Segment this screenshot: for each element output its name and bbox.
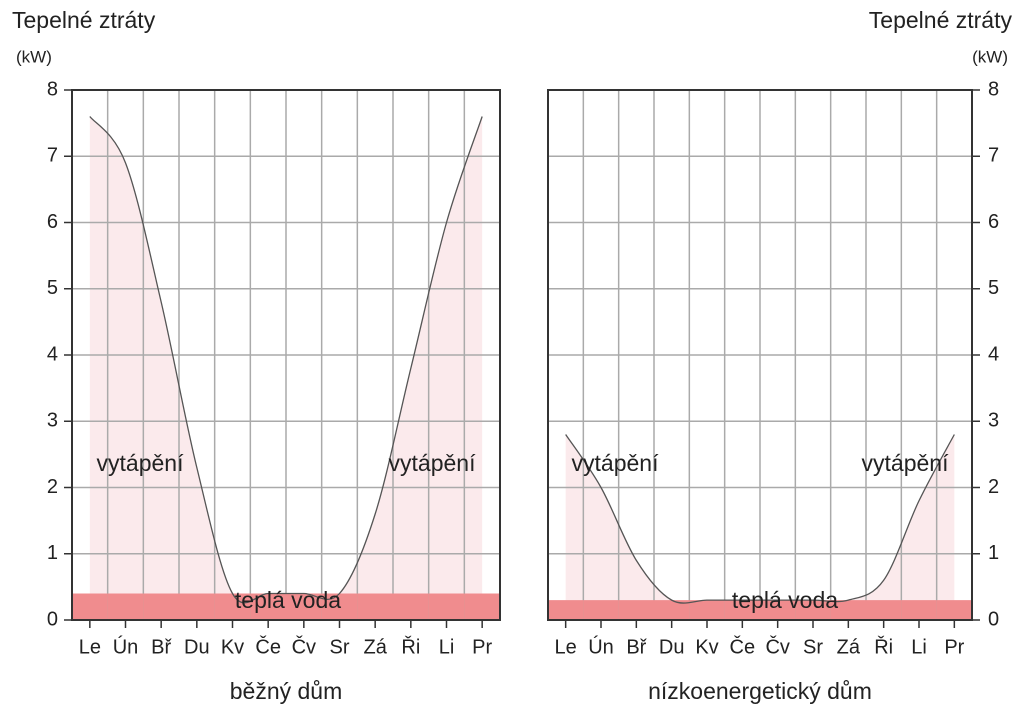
annotation: vytápění — [389, 450, 477, 476]
y-tick-label: 7 — [47, 145, 58, 167]
y-tick-label: 6 — [988, 211, 999, 233]
hot-water-bar — [548, 600, 584, 620]
y-tick-label: 3 — [988, 410, 999, 432]
x-tick-label: Ún — [113, 635, 139, 658]
hot-water-bar — [393, 593, 429, 620]
x-tick-label: Du — [659, 636, 685, 658]
y-axis-unit: (kW) — [16, 47, 52, 66]
x-tick-label: Li — [911, 636, 927, 658]
y-tick-label: 8 — [47, 78, 58, 100]
x-tick-label: Kv — [695, 636, 718, 658]
annotation: teplá voda — [732, 587, 838, 613]
y-tick-label: 1 — [988, 542, 999, 564]
x-tick-label: Bř — [626, 636, 647, 658]
hot-water-bar — [464, 593, 500, 620]
annotation: vytápění — [572, 450, 660, 476]
y-tick-label: 2 — [47, 476, 58, 498]
hot-water-bar — [866, 600, 902, 620]
x-tick-label: Če — [255, 635, 281, 658]
x-tick-label: Če — [730, 635, 756, 658]
y-axis-label: Tepelné ztráty — [869, 7, 1013, 33]
x-tick-label: Li — [439, 636, 455, 658]
hot-water-bar — [724, 600, 760, 620]
heating-line — [565, 434, 955, 604]
hot-water-bar — [286, 593, 322, 620]
x-tick-label: Ún — [588, 635, 614, 658]
hot-water-bar — [760, 600, 796, 620]
y-tick-label: 6 — [47, 211, 58, 233]
hot-water-bar — [214, 593, 251, 620]
x-tick-label: Du — [184, 636, 210, 658]
y-tick-label: 4 — [47, 343, 58, 365]
hot-water-bar — [357, 593, 393, 620]
x-tick-label: Kv — [221, 636, 244, 658]
y-tick-label: 2 — [988, 476, 999, 498]
y-tick-label: 5 — [988, 277, 999, 299]
x-tick-label: Zá — [837, 636, 861, 658]
chart-title: běžný dům — [230, 678, 343, 704]
hot-water-bar — [583, 600, 619, 620]
x-tick-label: Ři — [401, 635, 420, 658]
y-axis-label: Tepelné ztráty — [12, 7, 156, 33]
hot-water-bar — [618, 600, 654, 620]
x-tick-label: Pr — [944, 636, 964, 658]
hot-water-bar — [795, 600, 831, 620]
hot-water-bar — [689, 600, 725, 620]
y-tick-label: 5 — [47, 277, 58, 299]
annotation: vytápění — [862, 450, 950, 476]
annotation: vytápění — [97, 450, 185, 476]
annotation: teplá voda — [235, 587, 341, 613]
heating-area — [89, 116, 483, 620]
y-axis-unit: (kW) — [972, 47, 1008, 66]
hot-water-bar — [830, 600, 866, 620]
x-tick-label: Čv — [292, 635, 316, 658]
hot-water-bar — [107, 593, 144, 620]
x-tick-label: Le — [555, 636, 577, 658]
x-tick-label: Pr — [472, 636, 492, 658]
x-tick-label: Ři — [874, 635, 893, 658]
x-tick-label: Čv — [765, 635, 789, 658]
heating-line — [89, 116, 483, 604]
chart-title: nízkoenergetický dům — [648, 678, 872, 704]
x-tick-label: Sr — [803, 636, 823, 658]
x-tick-label: Zá — [363, 636, 387, 658]
hot-water-bar — [179, 593, 215, 620]
hot-water-bar — [321, 593, 358, 620]
hot-water-bar — [428, 593, 465, 620]
y-tick-label: 0 — [47, 608, 58, 630]
y-tick-label: 8 — [988, 78, 999, 100]
y-tick-label: 7 — [988, 145, 999, 167]
x-tick-label: Sr — [330, 636, 350, 658]
x-tick-label: Bř — [151, 636, 172, 658]
y-tick-label: 4 — [988, 343, 999, 365]
x-tick-label: Le — [79, 636, 101, 658]
y-tick-label: 0 — [988, 608, 999, 630]
y-tick-label: 1 — [47, 542, 58, 564]
hot-water-bar — [654, 600, 690, 620]
hot-water-bar — [143, 593, 179, 620]
hot-water-bar — [72, 593, 108, 620]
hot-water-bar — [936, 600, 972, 620]
y-tick-label: 3 — [47, 410, 58, 432]
hot-water-bar — [901, 600, 937, 620]
